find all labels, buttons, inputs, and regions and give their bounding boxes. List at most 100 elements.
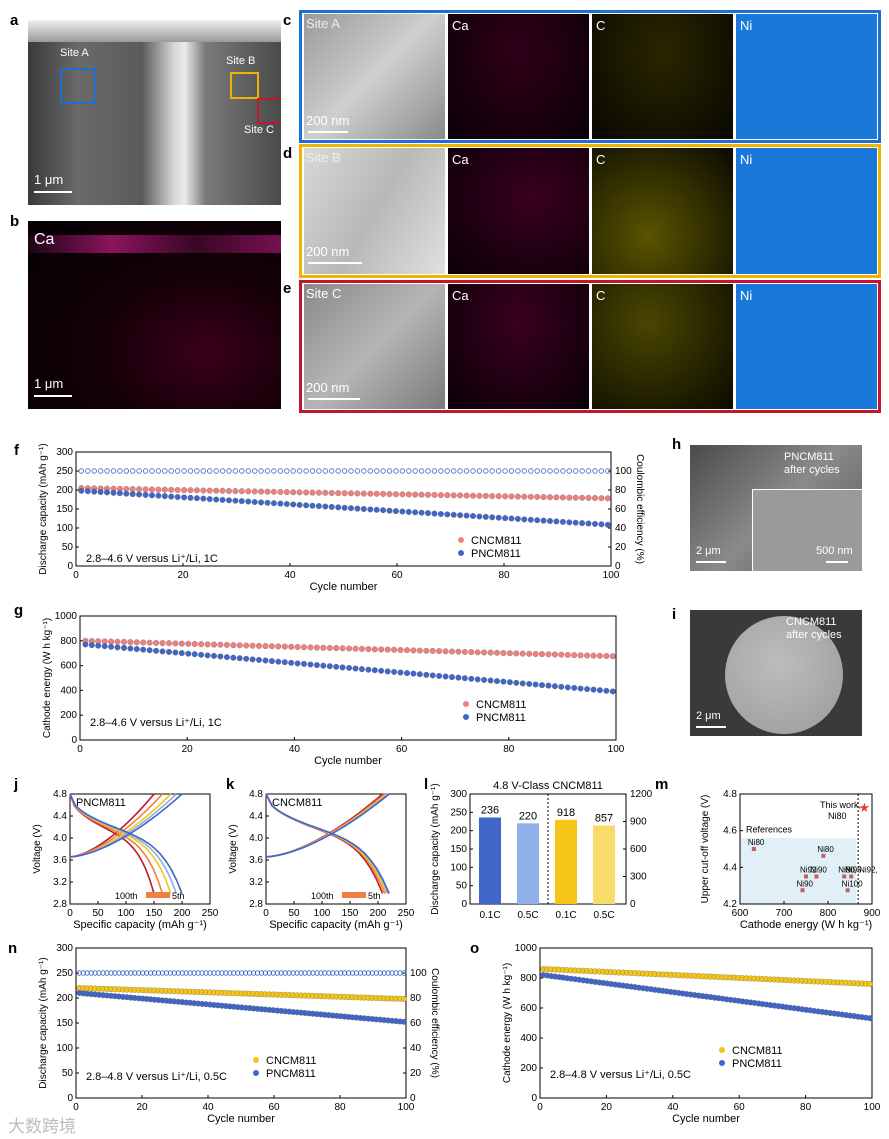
data-point-cncm811: [341, 490, 348, 497]
data-point-pncm811: [326, 663, 333, 670]
ce-point: [353, 970, 360, 976]
ce-point: [123, 468, 129, 474]
y-tick-label: 4.4: [723, 862, 737, 873]
ce-point: [223, 970, 229, 976]
ce-point: [124, 970, 130, 976]
y-axis-label: Voltage (V): [228, 824, 239, 873]
reference-point: [804, 874, 808, 879]
data-point-pncm811: [450, 511, 457, 518]
y-axis-label: Voltage (V): [32, 824, 43, 873]
data-point-pncm811: [401, 1018, 407, 1025]
data-point-pncm811: [133, 646, 140, 653]
chart-f-discharge-capacity-1c: 0 20 40 60 80 1000501001502002503000204060801…: [38, 443, 645, 593]
ce-point: [322, 970, 328, 976]
ce-point: [393, 970, 399, 976]
data-point-pncm811: [149, 492, 155, 499]
ca-element-label: Ca: [34, 231, 55, 248]
plot-frame: [265, 793, 407, 905]
y-tick-label: 250: [450, 807, 467, 818]
ce-point: [418, 468, 425, 474]
ce-point: [345, 970, 352, 976]
data-point-cncm811: [211, 641, 217, 648]
ce-point: [298, 970, 304, 976]
data-point-pncm811: [129, 491, 136, 498]
data-point-cncm811: [354, 490, 361, 497]
data-point-cncm811: [564, 651, 571, 658]
data-point-pncm811: [526, 680, 533, 687]
condition-label: 2.8–4.6 V versus Li⁺/Li, 1C: [90, 717, 222, 729]
data-point-cncm811: [603, 653, 610, 659]
bar: [593, 825, 615, 904]
charge-curve: [69, 793, 183, 858]
data-point-pncm811: [101, 643, 108, 650]
data-point-cncm811: [470, 492, 476, 499]
data-point-pncm811: [502, 515, 509, 522]
chart-k-cncm-voltage-profiles: 0 50 100 150 200 250 2.8 3.2 3.6 4.0 4.4 4.8 Specifi…: [228, 789, 415, 931]
x-tick-label: 100: [314, 908, 331, 919]
particle: [725, 616, 843, 734]
data-point-cncm811: [423, 647, 430, 654]
y-tick-label: 3.2: [249, 877, 263, 888]
bar-value-label: 857: [595, 812, 613, 824]
scale-label: 200 nm: [306, 113, 350, 128]
ce-point: [457, 468, 463, 474]
data-point-cncm811: [335, 490, 342, 497]
y2-axis-label: Coulombic efficiency (%): [429, 968, 440, 1078]
ce-point: [401, 970, 407, 976]
sem-image-overview: Site A Site B Site C 1 μm: [28, 20, 281, 205]
data-point-cncm811: [534, 493, 541, 500]
data-point-cncm811: [521, 493, 528, 500]
data-point-cncm811: [540, 494, 547, 501]
ce-point: [354, 468, 361, 474]
ce-point: [277, 468, 284, 474]
ce-point: [85, 468, 91, 474]
y2-tick-label: 100: [410, 968, 427, 979]
data-point-pncm811: [404, 670, 410, 677]
data-point-cncm811: [489, 493, 496, 500]
data-point-pncm811: [392, 508, 399, 515]
data-point-pncm811: [373, 506, 380, 513]
chart-n-discharge-capacity-0-5c: 0 20 40 60 80 1000501001502002503000204060801…: [38, 943, 440, 1125]
data-point-pncm811: [264, 499, 271, 506]
ce-point: [270, 970, 276, 976]
scale-label: 1 μm: [34, 172, 64, 187]
references-label: References: [746, 825, 793, 835]
y-tick-label: 0: [67, 1093, 73, 1104]
data-point-cncm811: [288, 643, 295, 650]
data-point-pncm811: [226, 497, 232, 504]
data-point-cncm811: [149, 486, 155, 493]
data-point-cncm811: [294, 644, 301, 650]
ce-point: [282, 970, 288, 976]
data-point-pncm811: [281, 659, 288, 666]
panel-letter-h: h: [672, 436, 682, 453]
reference-label: Ni100: [842, 879, 863, 888]
x-tick-label: 0: [67, 908, 73, 919]
data-point-pncm811: [296, 501, 303, 508]
y2-tick-label: 300: [630, 872, 647, 883]
data-point-cncm811: [405, 491, 412, 498]
ce-point: [213, 468, 219, 474]
data-point-cncm811: [133, 639, 140, 646]
ce-point: [96, 970, 102, 976]
data-point-cncm811: [506, 650, 513, 657]
legend-label: CNCM811: [266, 1055, 317, 1067]
data-point-cncm811: [399, 491, 406, 498]
data-point-cncm811: [386, 491, 393, 498]
cycle-gradient-bar: [342, 892, 366, 898]
data-point-pncm811: [592, 520, 598, 527]
map-label: Ni: [740, 288, 753, 303]
data-point-pncm811: [339, 664, 346, 671]
x-tick-label: 80: [800, 1102, 812, 1113]
y-tick-label: 100: [56, 1043, 73, 1054]
data-point-cncm811: [193, 487, 200, 494]
data-point-cncm811: [307, 644, 314, 651]
map-label: Ca: [452, 152, 469, 167]
data-point-cncm811: [339, 645, 346, 652]
data-point-cncm811: [392, 491, 399, 498]
data-point-pncm811: [508, 515, 515, 522]
data-point-cncm811: [598, 495, 605, 502]
ce-point: [147, 970, 154, 976]
data-point-cncm811: [281, 643, 288, 650]
x-tick-label: 60: [734, 1102, 746, 1113]
data-point-cncm811: [482, 492, 489, 499]
